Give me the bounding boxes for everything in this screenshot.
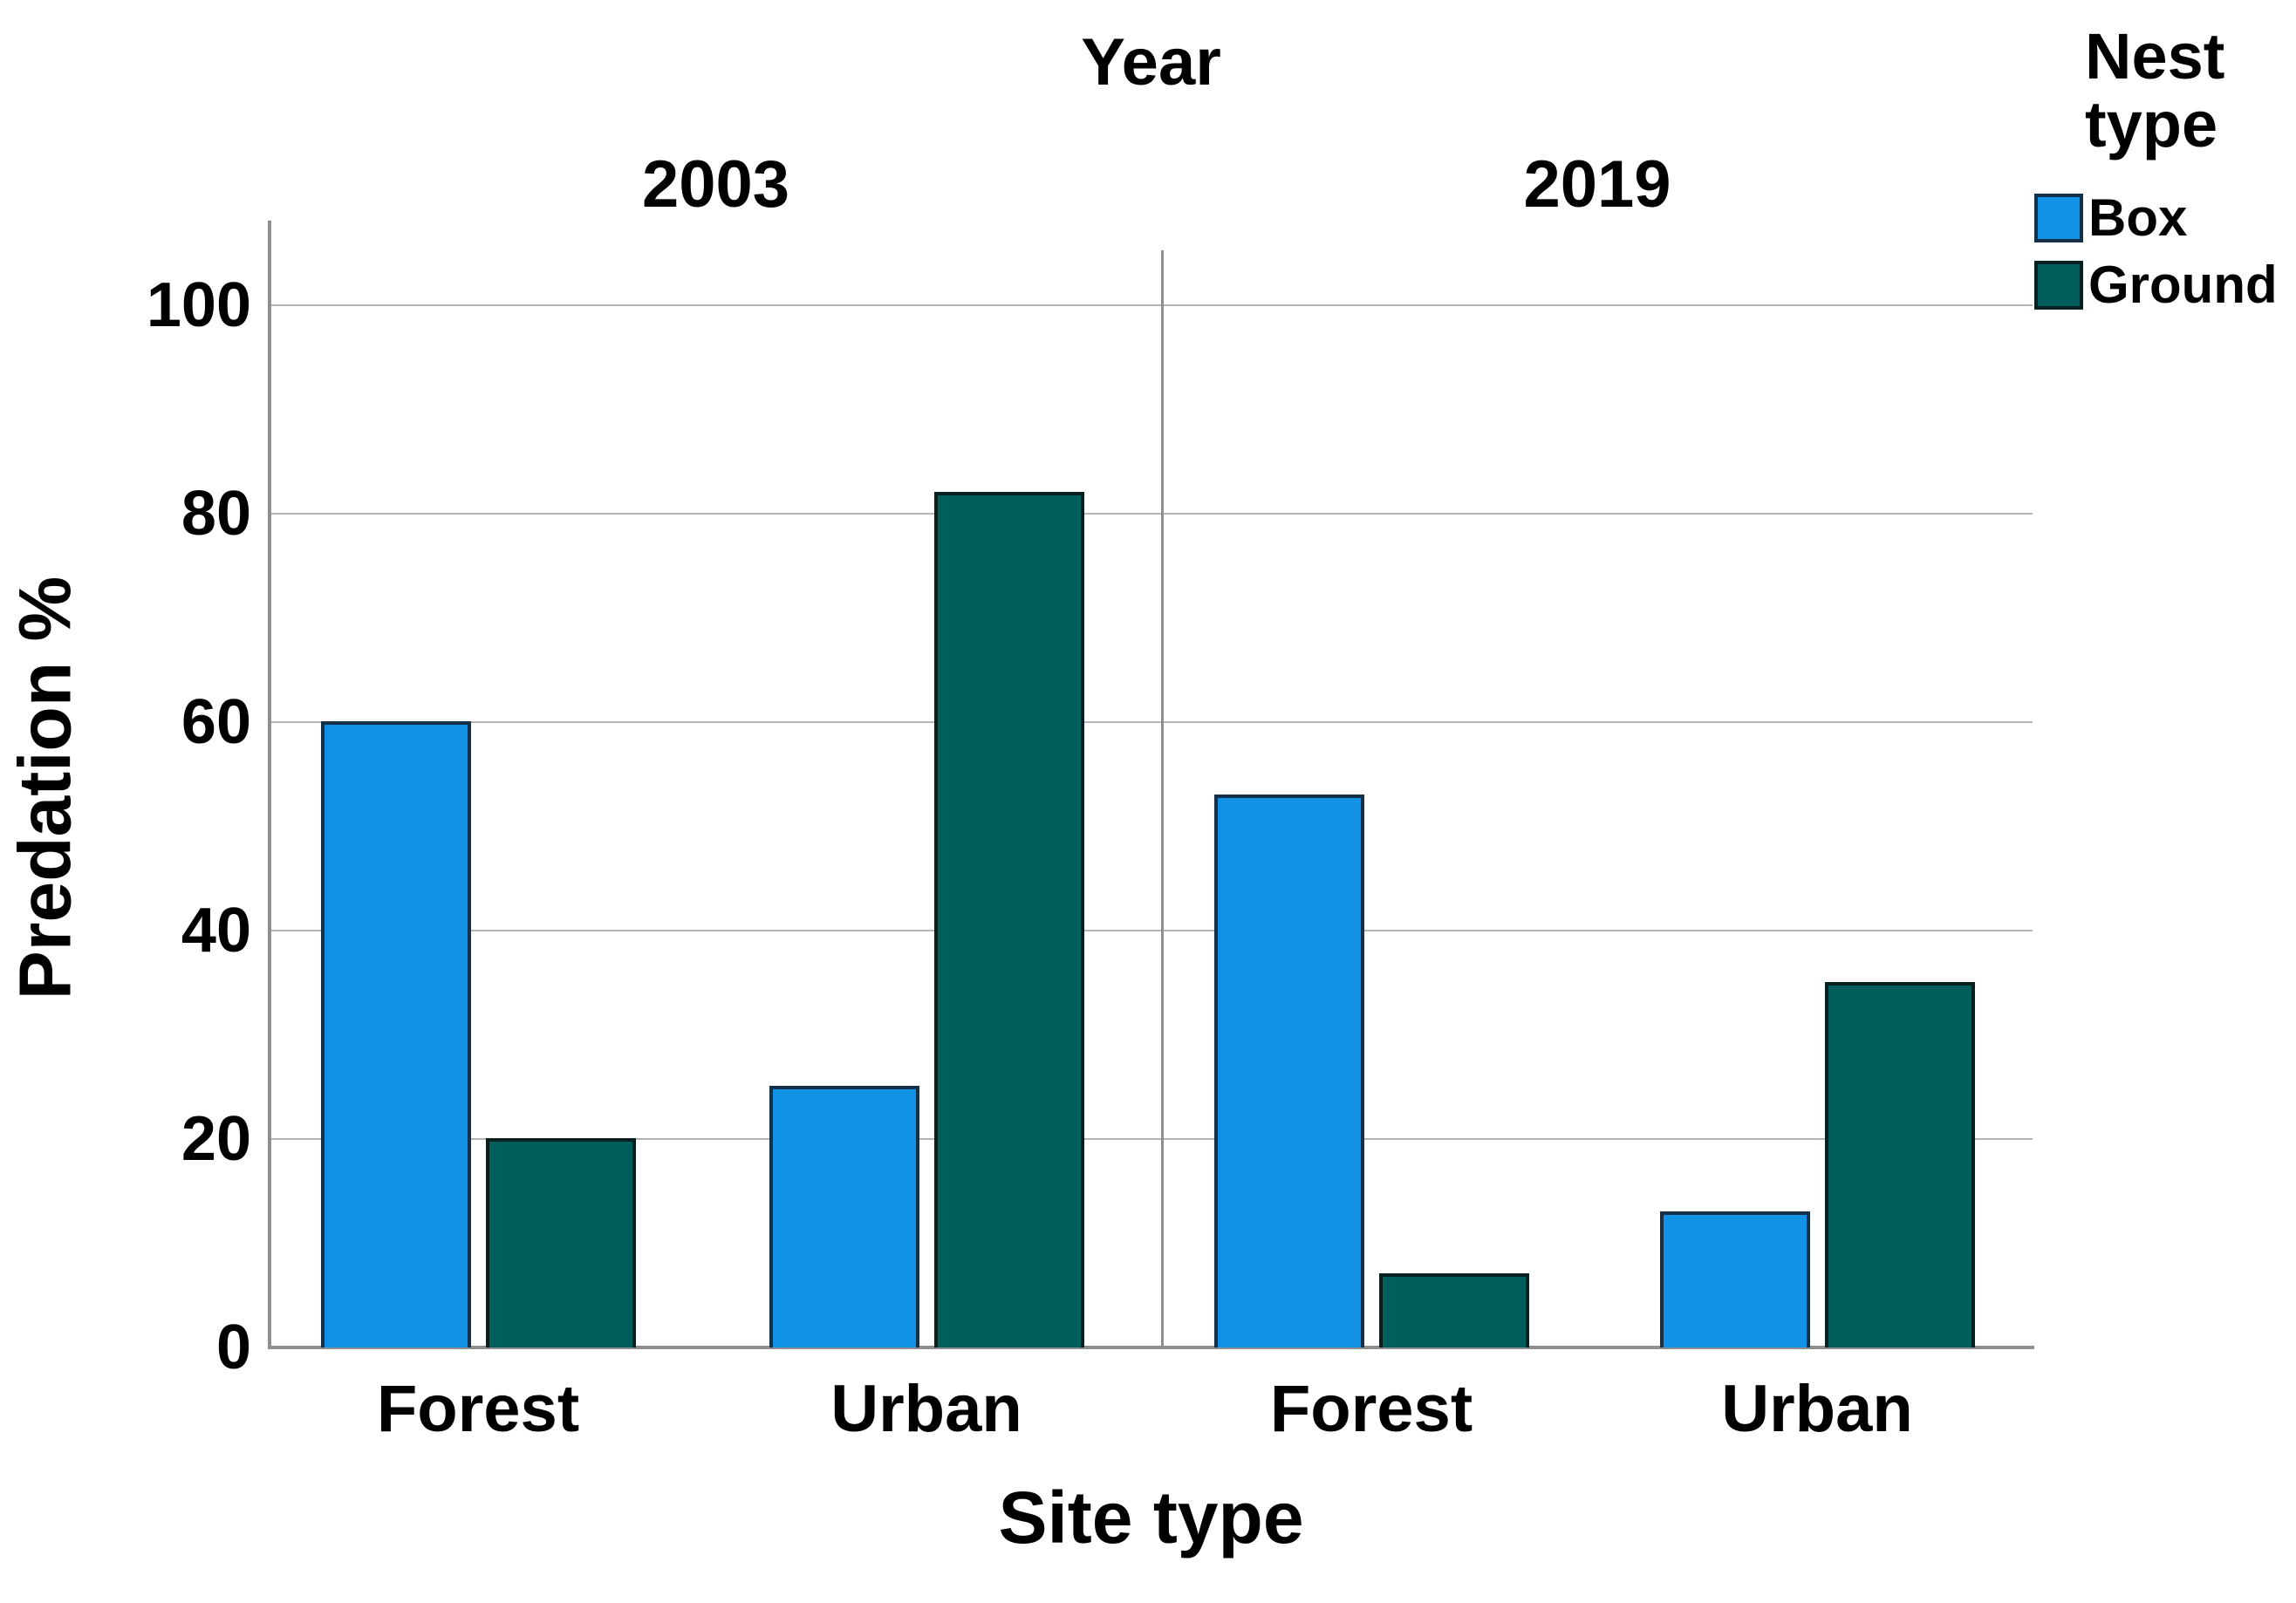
bar-2003-urban-box bbox=[769, 1086, 919, 1347]
y-tick-label-100: 100 bbox=[146, 270, 251, 340]
bar-2019-forest-box bbox=[1213, 795, 1364, 1347]
gridline-100 bbox=[270, 304, 2033, 306]
legend-swatch-ground bbox=[2034, 261, 2083, 310]
y-tick-label-80: 80 bbox=[181, 479, 251, 549]
category-label-2019-urban: Urban bbox=[1721, 1372, 1913, 1446]
legend-title: Nest type bbox=[2085, 20, 2225, 161]
y-tick-label-0: 0 bbox=[215, 1313, 251, 1382]
x-axis-title: Site type bbox=[998, 1477, 1304, 1559]
legend-swatch-box bbox=[2034, 194, 2083, 242]
bar-2019-urban-box bbox=[1659, 1211, 1810, 1347]
legend-label-ground: Ground bbox=[2088, 256, 2278, 314]
panel-label-2019: 2019 bbox=[1523, 147, 1671, 222]
y-tick-label-20: 20 bbox=[181, 1104, 251, 1174]
y-tick-label-40: 40 bbox=[181, 896, 251, 965]
category-label-2019-forest: Forest bbox=[1269, 1372, 1473, 1446]
bar-2003-forest-ground bbox=[485, 1138, 636, 1347]
y-axis-line bbox=[268, 221, 271, 1349]
bar-2003-urban-ground bbox=[933, 492, 1084, 1347]
bar-2019-forest-ground bbox=[1378, 1273, 1529, 1347]
y-axis-title: Predation % bbox=[3, 576, 86, 1000]
panel-separator-line bbox=[1161, 250, 1164, 1347]
gridline-60 bbox=[270, 721, 2033, 723]
category-label-2003-urban: Urban bbox=[830, 1372, 1022, 1446]
gridline-80 bbox=[270, 513, 2033, 515]
panel-label-2003: 2003 bbox=[641, 147, 790, 222]
bar-2019-urban-ground bbox=[1824, 982, 1975, 1347]
facet-title: Year bbox=[1081, 25, 1221, 99]
legend-label-box: Box bbox=[2088, 188, 2188, 247]
x-axis-line bbox=[268, 1346, 2034, 1349]
gridline-40 bbox=[270, 930, 2033, 931]
gridline-20 bbox=[270, 1138, 2033, 1140]
category-label-2003-forest: Forest bbox=[376, 1372, 580, 1446]
bar-2003-forest-box bbox=[320, 721, 471, 1347]
y-tick-label-60: 60 bbox=[181, 687, 251, 757]
